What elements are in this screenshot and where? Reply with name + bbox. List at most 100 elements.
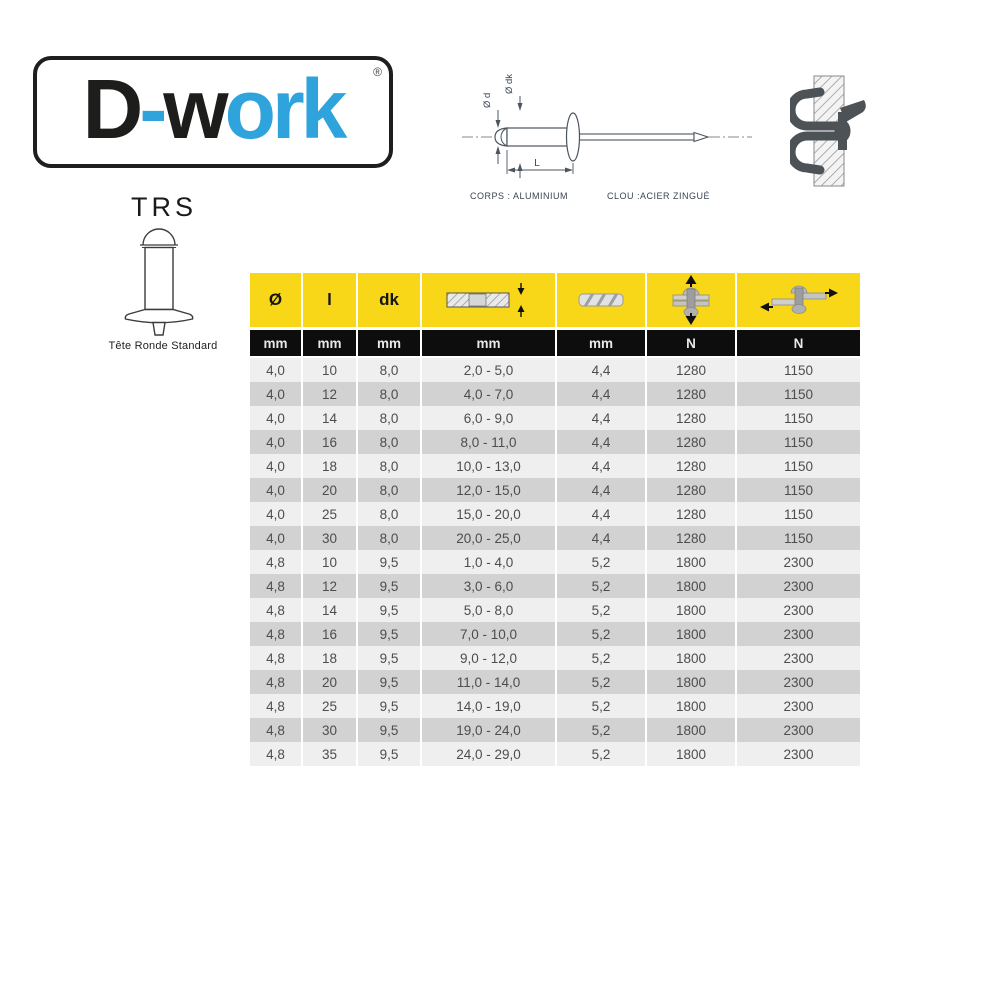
table-cell: 4,4 xyxy=(557,430,645,454)
table-cell: 19,0 - 24,0 xyxy=(422,718,555,742)
table-cell: 20 xyxy=(303,670,356,694)
table-cell: 2300 xyxy=(737,622,860,646)
unit-label: mm xyxy=(557,330,645,356)
table-cell: 2,0 - 5,0 xyxy=(422,358,555,382)
table-cell: 1800 xyxy=(647,694,735,718)
table-cell: 2300 xyxy=(737,574,860,598)
table-cell: 7,0 - 10,0 xyxy=(422,622,555,646)
table-cell: 2300 xyxy=(737,694,860,718)
table-cell: 8,0 xyxy=(358,478,420,502)
table-cell: 14,0 - 19,0 xyxy=(422,694,555,718)
table-cell: 1800 xyxy=(647,550,735,574)
table-cell: 20,0 - 25,0 xyxy=(422,526,555,550)
table-cell: 10 xyxy=(303,550,356,574)
table-cell: 4,0 xyxy=(250,406,301,430)
table-cell: 5,2 xyxy=(557,646,645,670)
table-cell: 1150 xyxy=(737,526,860,550)
table-cell: 1150 xyxy=(737,382,860,406)
table-cell: 4,4 xyxy=(557,502,645,526)
table-cell: 1280 xyxy=(647,478,735,502)
table-cell: 14 xyxy=(303,406,356,430)
product-name: Tête Ronde Standard xyxy=(108,340,218,352)
table-cell: 1150 xyxy=(737,430,860,454)
table-cell: 1280 xyxy=(647,430,735,454)
table-cell: 15,0 - 20,0 xyxy=(422,502,555,526)
table-cell: 2300 xyxy=(737,718,860,742)
rivet-dimension-drawing: Ø d Ø dk L xyxy=(462,74,752,178)
table-cell: 5,2 xyxy=(557,622,645,646)
table-cell: 2300 xyxy=(737,670,860,694)
table-cell: 4,8 xyxy=(250,574,301,598)
unit-label: mm xyxy=(358,330,420,356)
table-cell: 1280 xyxy=(647,406,735,430)
table-cell: 8,0 xyxy=(358,502,420,526)
table-cell: 1800 xyxy=(647,718,735,742)
table-cell: 5,2 xyxy=(557,550,645,574)
installed-rivet-cross-section xyxy=(790,75,866,187)
table-cell: 4,8 xyxy=(250,550,301,574)
table-cell: 18 xyxy=(303,454,356,478)
table-cell: 30 xyxy=(303,718,356,742)
table-cell: 9,5 xyxy=(358,694,420,718)
tensile-strength-icon xyxy=(672,275,710,325)
table-cell: 12 xyxy=(303,574,356,598)
table-cell: 5,2 xyxy=(557,670,645,694)
registered-trademark-icon: ® xyxy=(373,65,382,79)
table-cell: 4,0 - 7,0 xyxy=(422,382,555,406)
table-cell: 9,5 xyxy=(358,550,420,574)
col-header-length: l xyxy=(303,273,356,327)
table-cell: 4,0 xyxy=(250,526,301,550)
table-cell: 4,8 xyxy=(250,670,301,694)
table-body: 4,0 10 8,0 2,0 - 5,0 4,4 1280 1150 4,0 12 8,0 4,0 … xyxy=(250,358,860,766)
specification-table: Ø l dk xyxy=(250,273,860,766)
table-cell: 5,0 - 8,0 xyxy=(422,598,555,622)
table-cell: 16 xyxy=(303,430,356,454)
trs-rivet-drawing xyxy=(124,228,194,336)
body-material-label: CORPS : ALUMINIUM xyxy=(470,191,569,201)
table-cell: 8,0 - 11,0 xyxy=(422,430,555,454)
table-cell: 9,5 xyxy=(358,742,420,766)
unit-label: N xyxy=(647,330,735,356)
table-cell: 4,0 xyxy=(250,382,301,406)
drill-bit-icon xyxy=(578,293,624,307)
table-cell: 30 xyxy=(303,526,356,550)
table-cell: 4,0 xyxy=(250,430,301,454)
table-cell: 4,4 xyxy=(557,382,645,406)
unit-label: N xyxy=(737,330,860,356)
table-cell: 18 xyxy=(303,646,356,670)
table-cell: 5,2 xyxy=(557,694,645,718)
table-cell: 25 xyxy=(303,694,356,718)
table-cell: 1150 xyxy=(737,502,860,526)
table-cell: 4,0 xyxy=(250,358,301,382)
table-cell: 5,2 xyxy=(557,742,645,766)
product-code: TRS xyxy=(131,192,197,222)
table-cell: 2300 xyxy=(737,742,860,766)
table-cell: 1150 xyxy=(737,406,860,430)
table-units-row: mm mm mm mm mm N N xyxy=(250,330,860,356)
col-header-diameter: Ø xyxy=(250,273,301,327)
dwork-logo-text: D-work xyxy=(83,67,348,151)
rivet-upper-hook xyxy=(790,87,847,131)
table-cell: 8,0 xyxy=(358,430,420,454)
table-cell: 1280 xyxy=(647,454,735,478)
logo-ork: ork xyxy=(224,62,348,156)
table-cell: 4,4 xyxy=(557,526,645,550)
table-cell: 10,0 - 13,0 xyxy=(422,454,555,478)
rivet-lower-hook xyxy=(790,131,847,175)
table-cell: 5,2 xyxy=(557,598,645,622)
table-cell: 9,5 xyxy=(358,622,420,646)
table-cell: 4,4 xyxy=(557,358,645,382)
table-cell: 25 xyxy=(303,502,356,526)
table-cell: 8,0 xyxy=(358,406,420,430)
nail-material-label: CLOU :ACIER ZINGUÉ xyxy=(607,191,711,201)
table-cell: 4,4 xyxy=(557,406,645,430)
table-cell: 1800 xyxy=(647,742,735,766)
table-cell: 1280 xyxy=(647,526,735,550)
col-header-tensile-strength xyxy=(647,273,735,327)
table-cell: 9,5 xyxy=(358,574,420,598)
table-cell: 1150 xyxy=(737,358,860,382)
table-cell: 1800 xyxy=(647,670,735,694)
table-cell: 8,0 xyxy=(358,526,420,550)
table-cell: 9,0 - 12,0 xyxy=(422,646,555,670)
table-cell: 2300 xyxy=(737,598,860,622)
